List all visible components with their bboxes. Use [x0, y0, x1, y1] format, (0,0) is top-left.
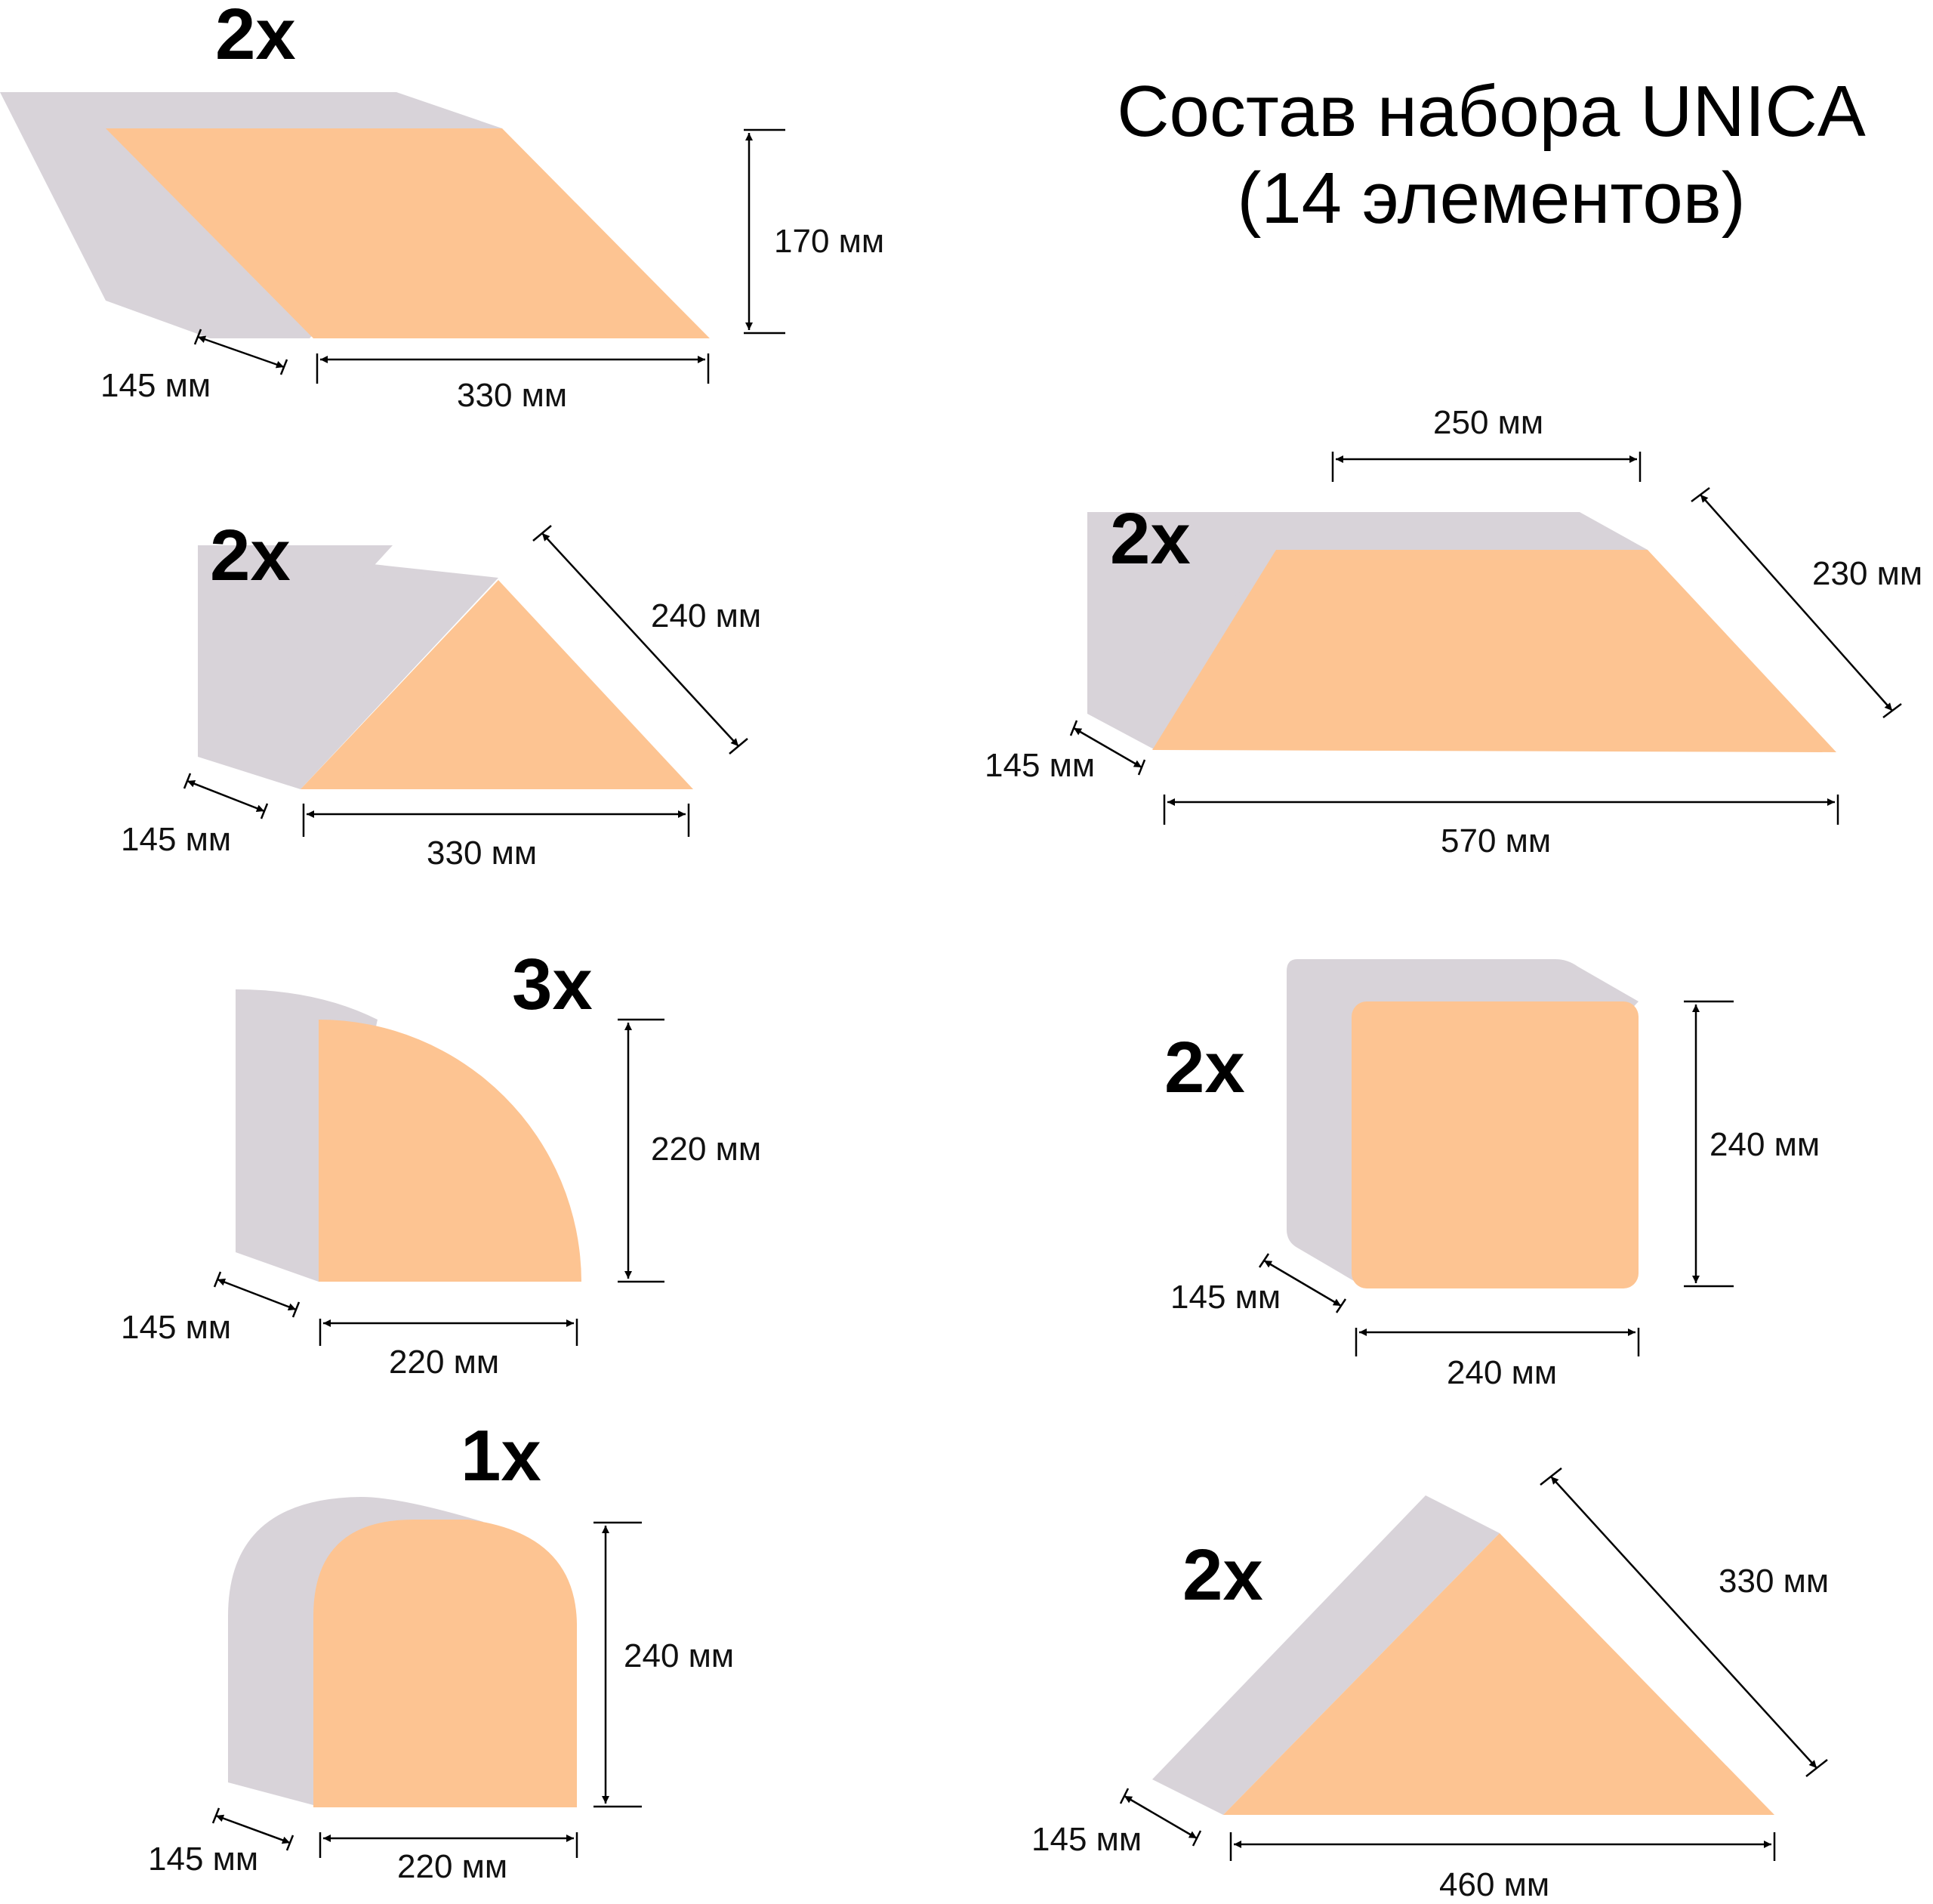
- quarter-circle-depth-line: [217, 1278, 297, 1311]
- title-line-2: (14 элементов): [1237, 158, 1745, 239]
- quarter-circle-height-label: 220 мм: [651, 1131, 761, 1168]
- arch-width-label: 220 мм: [397, 1848, 507, 1885]
- quarter-circle-face: [319, 1020, 581, 1282]
- trapezoid-depth-label: 145 мм: [985, 747, 1095, 784]
- trapezoid-side-2: [1087, 512, 1293, 714]
- small-triangle-slant-label: 240 мм: [651, 597, 761, 634]
- trapezoid-slant-line: [1700, 494, 1893, 711]
- square-qty: 2x: [1164, 1027, 1245, 1108]
- arch-face: [313, 1520, 577, 1807]
- square-face: [1352, 1001, 1639, 1288]
- piece-small-triangle: 2x 240 мм 330 мм 145 мм: [121, 515, 761, 872]
- trapezoid-face: [1152, 550, 1836, 752]
- piece-trapezoid: 2x 250 мм 230 мм 570 мм 145 мм: [985, 404, 1922, 859]
- title: Состав набора UNICA (14 элементов): [1117, 71, 1866, 239]
- arch-qty: 1x: [461, 1415, 541, 1496]
- piece-arch: 1x 240 мм 220 мм 145 мм: [148, 1415, 734, 1885]
- small-triangle-qty: 2x: [210, 515, 291, 596]
- piece-large-triangle: 2x 330 мм 460 мм 145 мм: [1031, 1467, 1829, 1903]
- trapezoid-bottom-label: 570 мм: [1441, 822, 1551, 859]
- arch-depth-line: [215, 1814, 291, 1844]
- trapezoid-qty: 2x: [1110, 498, 1191, 579]
- large-triangle-width-label: 460 мм: [1439, 1866, 1549, 1903]
- small-triangle-depth-label: 145 мм: [121, 821, 231, 858]
- parallelogram-height-label: 170 мм: [774, 223, 884, 260]
- small-triangle-side-2: [198, 545, 393, 757]
- piece-parallelogram: 2x 170 мм 330 мм 145 мм: [0, 0, 884, 414]
- quarter-circle-qty: 3x: [512, 944, 593, 1025]
- square-depth-label: 145 мм: [1170, 1279, 1281, 1316]
- trapezoid-depth-line: [1073, 727, 1142, 769]
- piece-square: 2x 240 мм 240 мм 145 мм: [1164, 959, 1820, 1391]
- piece-quarter-circle: 3x 220 мм 220 мм 145 мм: [121, 944, 761, 1381]
- quarter-circle-width-label: 220 мм: [389, 1344, 499, 1381]
- large-triangle-depth-line: [1124, 1794, 1198, 1840]
- arch-height-label: 240 мм: [624, 1637, 734, 1674]
- title-line-1: Состав набора UNICA: [1117, 71, 1866, 152]
- trapezoid-top-label: 250 мм: [1433, 404, 1543, 441]
- parallelogram-qty: 2x: [215, 0, 296, 75]
- small-triangle-slant-line: [541, 532, 739, 747]
- large-triangle-side: [1152, 1495, 1500, 1815]
- square-height-label: 240 мм: [1709, 1126, 1820, 1163]
- arch-depth-label: 145 мм: [148, 1841, 258, 1878]
- large-triangle-depth-label: 145 мм: [1031, 1821, 1142, 1858]
- square-depth-line: [1263, 1259, 1342, 1307]
- small-triangle-width-label: 330 мм: [427, 835, 537, 872]
- large-triangle-slant-line: [1550, 1476, 1817, 1769]
- trapezoid-slant-label: 230 мм: [1812, 555, 1922, 592]
- large-triangle-qty: 2x: [1182, 1535, 1263, 1615]
- large-triangle-slant-label: 330 мм: [1719, 1563, 1829, 1600]
- small-triangle-depth-line: [187, 779, 265, 813]
- parallelogram-width-label: 330 мм: [457, 377, 567, 414]
- square-width-label: 240 мм: [1447, 1354, 1557, 1391]
- parallelogram-face: [106, 128, 710, 338]
- parallelogram-depth-label: 145 мм: [100, 367, 211, 404]
- quarter-circle-depth-label: 145 мм: [121, 1309, 231, 1346]
- parallelogram-depth-line: [197, 335, 285, 369]
